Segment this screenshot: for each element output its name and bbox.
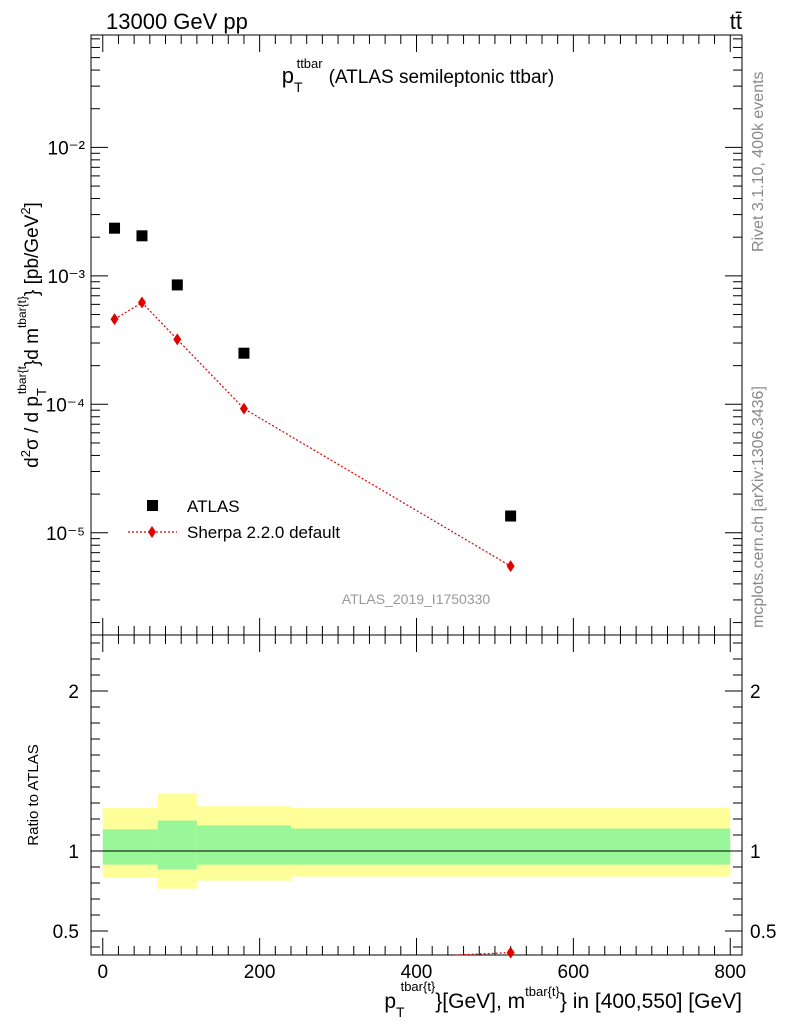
ratio-panel: 0.5 0.51 12 2 0 200 400 600 800 Ratio to ATLAS … <box>25 634 776 1020</box>
mcplots-label: mcplots.cern.ch [arXiv:1306.3436] <box>750 386 767 628</box>
main-y-tick-label: 10⁻⁴ <box>46 395 85 416</box>
main-y-tick-label: 10⁻² <box>48 138 86 159</box>
ratio-sherpa-point <box>506 946 515 959</box>
ratio-sherpa-line <box>455 952 511 956</box>
x-tick-label: 400 <box>401 962 433 983</box>
ratio-uncertainty-band-inner <box>102 829 158 865</box>
x-tick-label: 600 <box>558 962 590 983</box>
atlas-point <box>505 510 517 522</box>
main-panel: pTttbar (ATLAS semileptonic ttbar) ATLAS_… <box>15 34 743 636</box>
ratio-y-tick-label-right: 1 <box>750 842 761 863</box>
rivet-version-label: Rivet 3.1.10, 400k events <box>750 71 767 252</box>
ratio-y-tick-label: 2 <box>68 682 79 703</box>
x-axis-label: pTtbar{t}}[GeV], mtbar{t}} in [400,550] … <box>384 979 742 1020</box>
atlas-point <box>109 222 121 234</box>
main-y-axis-label: d2σ / d pTtbar{t}d mtbar{t}} [pb/GeV2] <box>15 202 49 468</box>
plot-title-sup: ttbar <box>297 56 324 71</box>
atlas-point <box>171 279 183 291</box>
collision-energy-label: 13000 GeV pp <box>106 9 248 34</box>
process-label: tt̄ <box>730 9 742 34</box>
sherpa-line <box>114 301 511 567</box>
ratio-uncertainty-band-inner <box>291 828 731 865</box>
x-tick-label: 0 <box>97 962 108 983</box>
sherpa-point <box>506 560 515 573</box>
sherpa-point <box>137 296 146 309</box>
main-panel-frame <box>90 34 743 636</box>
legend-sherpa-marker <box>148 526 156 538</box>
x-tick-label: 800 <box>714 962 746 983</box>
main-y-tick-label: 10⁻⁵ <box>46 524 85 545</box>
main-y-tick-label: 10⁻³ <box>48 267 86 288</box>
legend-atlas-label: ATLAS <box>187 497 240 516</box>
sherpa-point <box>239 402 248 415</box>
atlas-point <box>238 347 250 359</box>
legend: ATLAS Sherpa 2.2.0 default <box>128 497 340 542</box>
ratio-uncertainty-band-inner <box>196 825 292 865</box>
ratio-y-tick-label-right: 0.5 <box>750 922 776 943</box>
plot-title: pTttbar (ATLAS semileptonic ttbar) <box>282 56 554 95</box>
ratio-uncertainty-band-inner <box>157 820 197 870</box>
ratio-y-tick-label-right: 2 <box>750 682 761 703</box>
legend-sherpa-label: Sherpa 2.2.0 default <box>187 523 340 542</box>
sherpa-point <box>173 333 182 346</box>
ratio-y-tick-label: 0.5 <box>53 922 79 943</box>
plot-title-main: p <box>282 63 294 88</box>
atlas-point <box>136 230 148 242</box>
plot-title-rest: (ATLAS semileptonic ttbar) <box>329 67 555 88</box>
x-tick-label: 200 <box>244 962 276 983</box>
ratio-y-axis-label: Ratio to ATLAS <box>25 744 42 845</box>
ratio-y-tick-label: 1 <box>68 842 79 863</box>
legend-atlas-marker <box>147 500 158 511</box>
sherpa-point <box>110 313 119 326</box>
analysis-label: ATLAS_2019_I1750330 <box>342 591 491 607</box>
plot-title-sub: T <box>294 79 303 95</box>
